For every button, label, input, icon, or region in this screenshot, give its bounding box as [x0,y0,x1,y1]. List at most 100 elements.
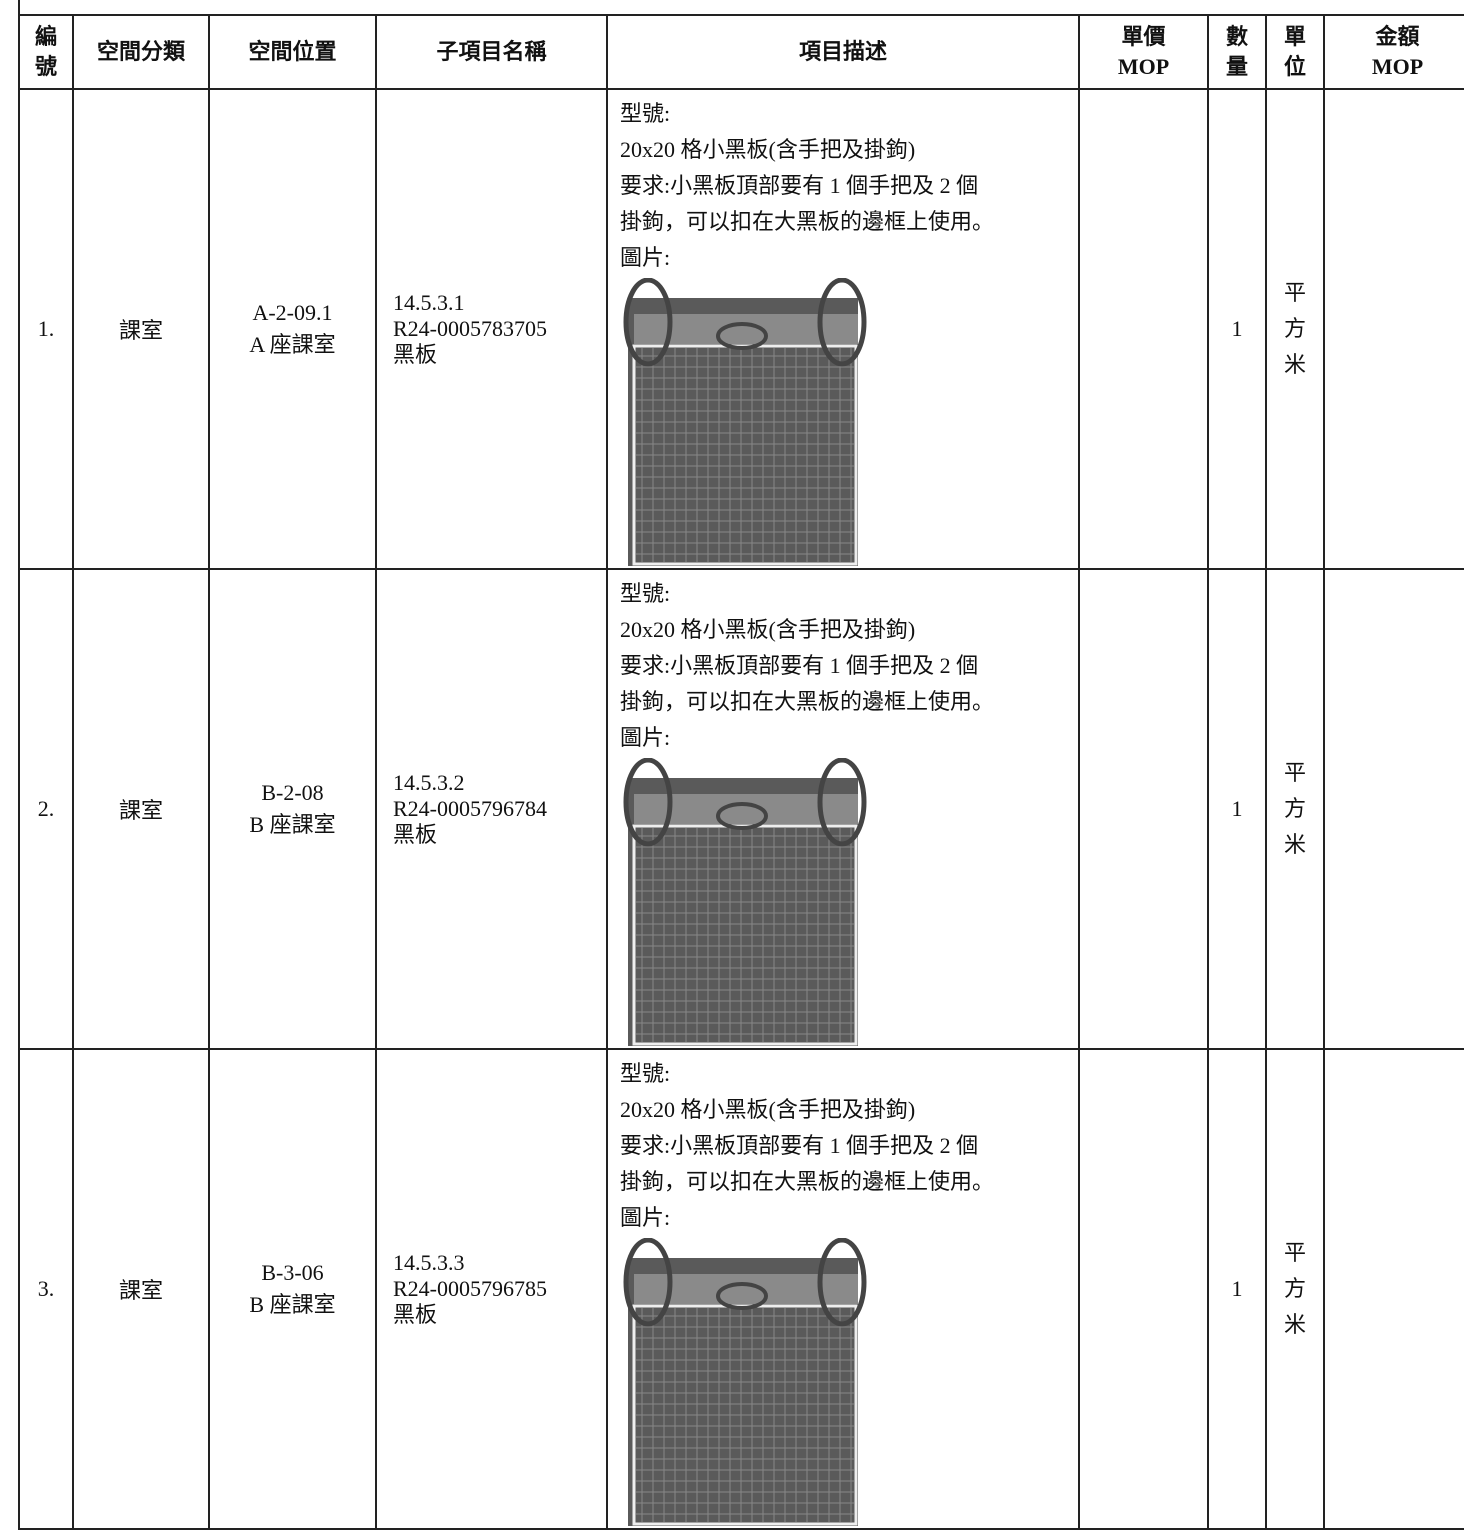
blackboard-image [620,1238,870,1528]
quote-table: 編號空間分類 空間位置 子項目名稱 項目描述 單價 MOP 數量單位金額 MOP 1. 課室 A-… [18,14,1464,1530]
location-cell: A-2-09.1 A 座課室 [208,88,377,570]
blackboard-image [620,278,870,568]
header-text: 數 [1225,24,1248,49]
quantity: 1 [1231,1276,1243,1301]
header-text: 子項目名稱 [436,39,547,64]
item-cell: 14.5.3.1 R24-0005783705 黑板 [375,88,608,570]
quantity: 1 [1231,316,1243,341]
unit: 平方米 [1283,760,1306,857]
description-line: 20x20 格小黑板(含手把及掛鉤) [620,137,916,162]
item-number: 2. [37,796,55,821]
sub-item-name: 黑板 [393,342,438,367]
header-text: 號 [34,54,57,79]
sub-item-name: R24-0005796785 [393,1276,547,1301]
unit: 平方米 [1283,280,1306,377]
item-cell: 14.5.3.2 R24-0005796784 黑板 [375,568,608,1050]
cropped-header [18,0,1464,14]
description-line: 20x20 格小黑板(含手把及掛鉤) [620,617,916,642]
sub-item-name: 14.5.3.1 [393,290,465,315]
description-line: 型號: [620,101,671,126]
header-cell: 空間分類 [72,14,210,90]
description-line: 20x20 格小黑板(含手把及掛鉤) [620,1097,916,1122]
description-line: 要求:小黑板頂部要有 1 個手把及 2 個 [620,1133,979,1158]
space-location: A 座課室 [249,332,336,357]
sub-item-name: 黑板 [393,822,438,847]
no-cell: 2. [18,568,74,1050]
category-cell: 課室 [72,88,210,570]
space-location: B-3-06 [261,1260,324,1285]
item-row: 2. 課室 B-2-08 B 座課室 14.5.3.2 R24-0005796784 黑板型… [18,568,1464,1050]
header-cell: 數量 [1207,14,1267,90]
amount-cell [1323,88,1464,570]
category-cell: 課室 [72,1048,210,1530]
header-cell: 金額 MOP [1323,14,1464,90]
sub-item-name: 黑板 [393,1302,438,1327]
item-number: 3. [37,1276,55,1301]
header-text: 空間分類 [96,39,185,64]
description-line: 型號: [620,581,671,606]
category-cell: 課室 [72,568,210,1050]
header-row: 編號空間分類 空間位置 子項目名稱 項目描述 單價 MOP 數量單位金額 MOP [18,14,1464,90]
header-cell: 編號 [18,14,74,90]
sub-item-name: R24-0005783705 [393,316,547,341]
description-line: 要求:小黑板頂部要有 1 個手把及 2 個 [620,173,979,198]
unit-cell: 平方米 [1265,1048,1325,1530]
unit-cell: 平方米 [1265,568,1325,1050]
description-line: 型號: [620,1061,671,1086]
description-cell: 型號: 20x20 格小黑板(含手把及掛鉤) 要求:小黑板頂部要有 1 個手把及 2… [606,568,1080,1050]
unit-price-cell [1078,88,1209,570]
header-text: 金額 [1375,24,1420,49]
qty-cell: 1 [1207,88,1267,570]
space-category: 課室 [118,1278,163,1303]
sub-item-name: R24-0005796784 [393,796,547,821]
space-location: B 座課室 [249,1292,336,1317]
header-text: 量 [1225,54,1248,79]
description-line: 掛鉤，可以扣在大黑板的邊框上使用。 [620,209,995,234]
quantity: 1 [1231,796,1243,821]
space-category: 課室 [118,318,163,343]
description-cell: 型號: 20x20 格小黑板(含手把及掛鉤) 要求:小黑板頂部要有 1 個手把及 2… [606,88,1080,570]
description-cell: 型號: 20x20 格小黑板(含手把及掛鉤) 要求:小黑板頂部要有 1 個手把及 2… [606,1048,1080,1530]
header-text: 單 [1283,24,1306,49]
header-text: 單價 [1121,24,1166,49]
description-line: 掛鉤，可以扣在大黑板的邊框上使用。 [620,1169,995,1194]
header-text: 項目描述 [798,39,887,64]
header-cell: 單位 [1265,14,1325,90]
description-line: 掛鉤，可以扣在大黑板的邊框上使用。 [620,689,995,714]
qty-cell: 1 [1207,568,1267,1050]
header-text: MOP [1371,54,1424,79]
description-line: 圖片: [620,245,671,270]
unit: 平方米 [1283,1240,1306,1337]
header-text: MOP [1117,54,1170,79]
unit-price-cell [1078,568,1209,1050]
space-location: A-2-09.1 [252,300,333,325]
item-number: 1. [37,316,55,341]
header-text: 空間位置 [248,39,337,64]
header-cell: 單價 MOP [1078,14,1209,90]
item-cell: 14.5.3.3 R24-0005796785 黑板 [375,1048,608,1530]
blackboard-image [620,758,870,1048]
header-cell: 子項目名稱 [375,14,608,90]
no-cell: 3. [18,1048,74,1530]
item-row: 3. 課室 B-3-06 B 座課室 14.5.3.3 R24-0005796785 黑板型… [18,1048,1464,1530]
header-text: 編 [34,24,57,49]
item-row: 1. 課室 A-2-09.1 A 座課室 14.5.3.1 R24-0005783705 黑… [18,88,1464,570]
sub-item-name: 14.5.3.2 [393,770,465,795]
amount-cell [1323,1048,1464,1530]
unit-price-cell [1078,1048,1209,1530]
location-cell: B-2-08 B 座課室 [208,568,377,1050]
qty-cell: 1 [1207,1048,1267,1530]
space-location: B-2-08 [261,780,324,805]
location-cell: B-3-06 B 座課室 [208,1048,377,1530]
amount-cell [1323,568,1464,1050]
unit-cell: 平方米 [1265,88,1325,570]
no-cell: 1. [18,88,74,570]
header-cell: 空間位置 [208,14,377,90]
description-line: 圖片: [620,1205,671,1230]
description-line: 要求:小黑板頂部要有 1 個手把及 2 個 [620,653,979,678]
header-cell: 項目描述 [606,14,1080,90]
sub-item-name: 14.5.3.3 [393,1250,465,1275]
space-category: 課室 [118,798,163,823]
header-text: 位 [1283,54,1306,79]
